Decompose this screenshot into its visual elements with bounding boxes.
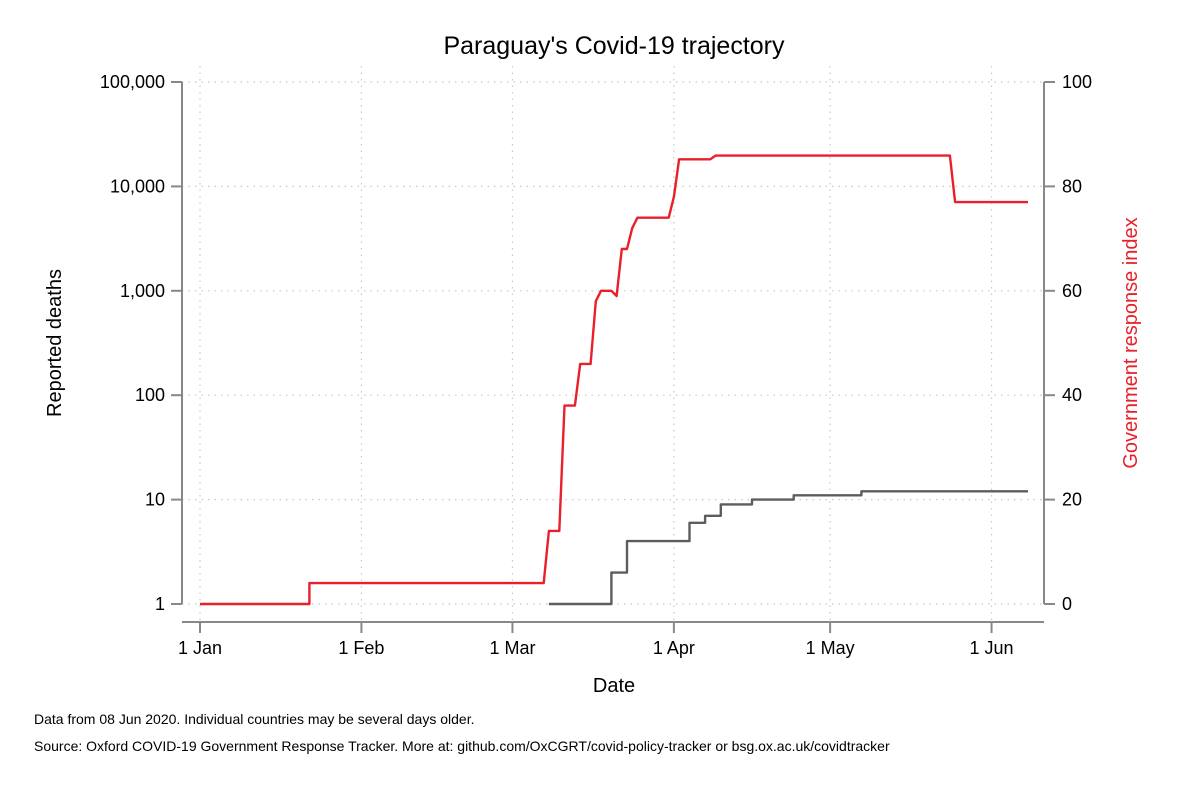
x-axis-ticks: 1 Jan 1 Feb 1 Mar 1 Apr 1 May 1 Jun <box>178 622 1014 658</box>
left-tick-label: 1,000 <box>120 281 165 301</box>
x-tick-label: 1 Apr <box>653 638 695 658</box>
x-axis-label: Date <box>593 675 635 697</box>
right-tick-label: 0 <box>1062 594 1072 614</box>
right-tick-label: 40 <box>1062 385 1082 405</box>
footnote-source: Source: Oxford COVID-19 Government Respo… <box>34 738 890 754</box>
left-tick-label: 1 <box>155 594 165 614</box>
series-line-government-response-index <box>200 154 1028 606</box>
right-tick-label: 60 <box>1062 281 1082 301</box>
x-tick-label: 1 Jan <box>178 638 222 658</box>
left-y-axis-ticks: 1 10 100 1,000 10,000 100,000 <box>100 72 182 614</box>
left-y-axis-label: Reported deaths <box>44 269 66 417</box>
right-y-axis-label: Government response index <box>1120 217 1142 468</box>
x-tick-label: 1 Mar <box>489 638 535 658</box>
series-layer <box>200 154 1028 606</box>
footnote-data-date: Data from 08 Jun 2020. Individual countr… <box>34 711 475 727</box>
left-tick-label: 100,000 <box>100 72 165 92</box>
right-tick-label: 20 <box>1062 490 1082 510</box>
right-y-axis-ticks: 0 20 40 60 80 100 <box>1044 72 1092 614</box>
series-line-reported-deaths <box>548 490 1028 606</box>
gridlines <box>182 66 1044 622</box>
left-tick-label: 10 <box>145 490 165 510</box>
x-tick-label: 1 Feb <box>338 638 384 658</box>
left-tick-label: 10,000 <box>110 176 165 196</box>
left-tick-label: 100 <box>135 385 165 405</box>
right-tick-label: 80 <box>1062 176 1082 196</box>
right-tick-label: 100 <box>1062 72 1092 92</box>
x-tick-label: 1 May <box>806 638 855 658</box>
chart-title: Paraguay's Covid-19 trajectory <box>443 32 785 60</box>
x-tick-label: 1 Jun <box>970 638 1014 658</box>
